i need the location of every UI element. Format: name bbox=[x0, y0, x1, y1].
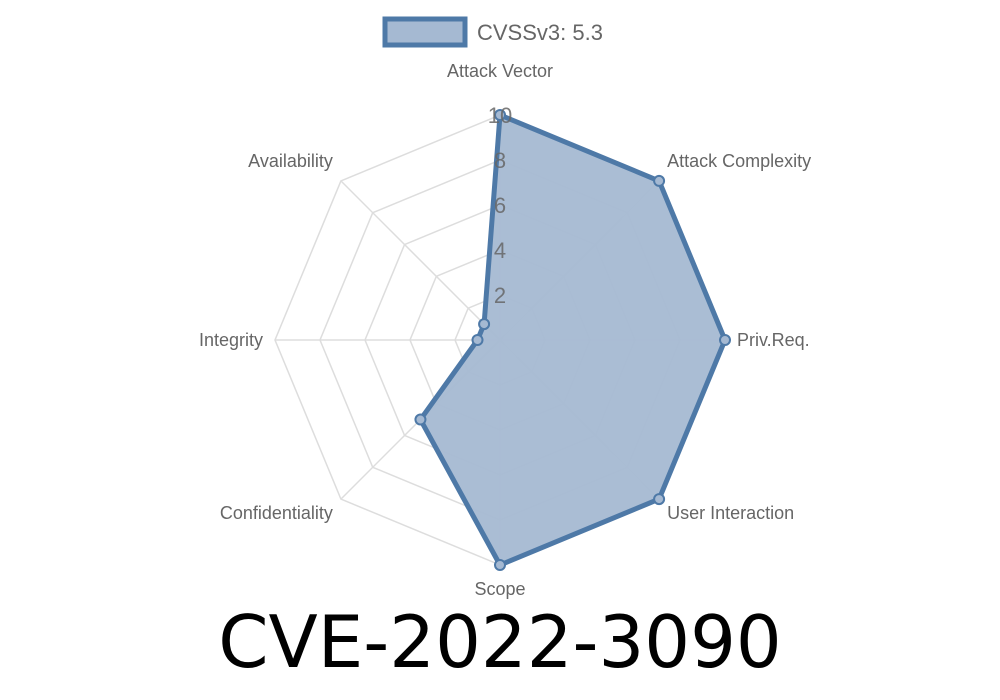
data-point[interactable] bbox=[494, 559, 506, 571]
axis-label: Attack Vector bbox=[447, 61, 553, 81]
legend-label: CVSSv3: 5.3 bbox=[477, 20, 603, 45]
axis-label: User Interaction bbox=[667, 503, 794, 523]
axis-label: Attack Complexity bbox=[667, 151, 811, 171]
chart-title: CVE-2022-3090 bbox=[218, 600, 782, 684]
data-point[interactable] bbox=[719, 334, 731, 346]
tick-label: 4 bbox=[494, 238, 506, 263]
data-point[interactable] bbox=[471, 334, 484, 346]
legend[interactable]: CVSSv3: 5.3 bbox=[382, 16, 603, 48]
data-point[interactable] bbox=[653, 493, 666, 506]
tick-label: 10 bbox=[488, 103, 512, 128]
tick-label: 8 bbox=[494, 148, 506, 173]
data-point[interactable] bbox=[478, 318, 491, 331]
tick-label: 6 bbox=[494, 193, 506, 218]
series bbox=[414, 109, 731, 571]
data-point[interactable] bbox=[653, 174, 666, 187]
axis-label: Availability bbox=[248, 151, 333, 171]
axis-label: Confidentiality bbox=[220, 503, 333, 523]
axis-label: Priv.Req. bbox=[737, 330, 810, 350]
grid-spoke bbox=[340, 180, 501, 341]
axis-label: Scope bbox=[474, 579, 525, 599]
legend-swatch bbox=[382, 16, 468, 48]
data-point[interactable] bbox=[494, 109, 506, 121]
tick-labels: 2 4 6 8 10 bbox=[488, 103, 512, 308]
data-point[interactable] bbox=[414, 413, 427, 426]
tick-label: 2 bbox=[494, 283, 506, 308]
axis-label: Integrity bbox=[199, 330, 263, 350]
axis-labels: Attack Vector Attack Complexity Priv.Req. U… bbox=[199, 61, 811, 599]
